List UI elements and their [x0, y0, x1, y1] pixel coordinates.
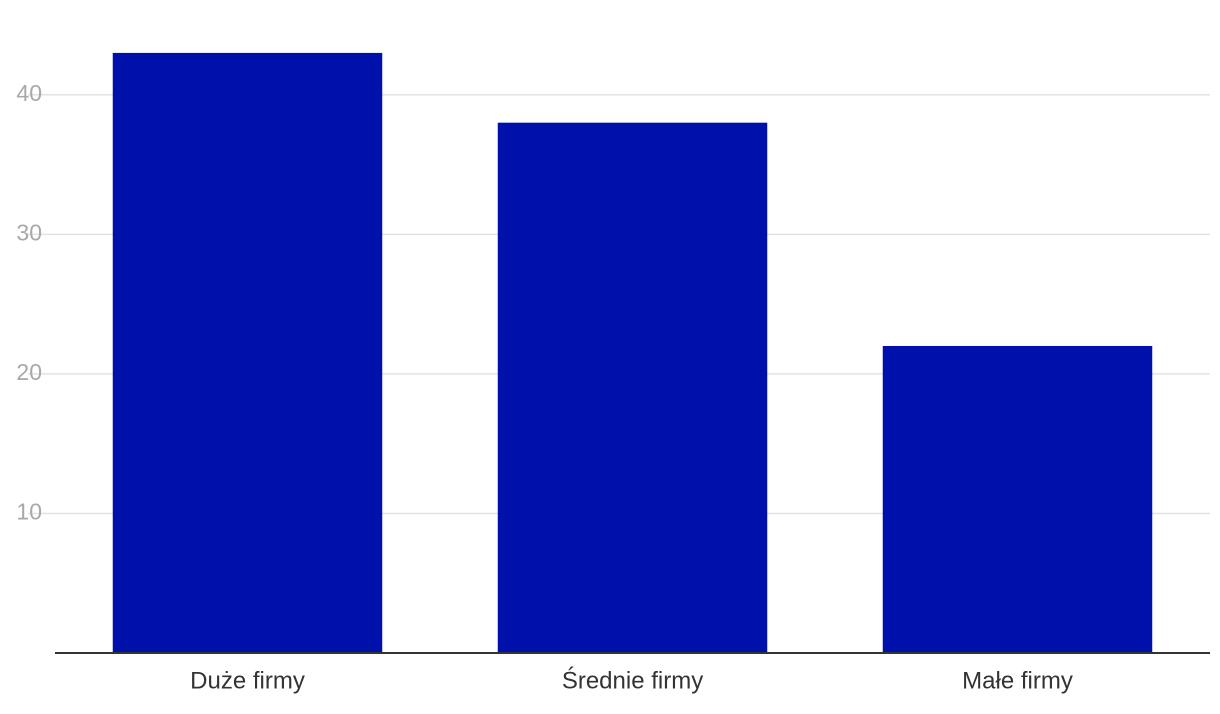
bar	[497, 122, 768, 653]
x-tick-label: Średnie firmy	[562, 666, 703, 694]
bar	[112, 52, 383, 653]
x-tick-label: Duże firmy	[190, 667, 305, 694]
y-tick-label: 40	[16, 80, 42, 106]
y-tick-label: 30	[16, 219, 42, 245]
bar	[882, 345, 1153, 653]
y-tick-label: 20	[16, 359, 42, 385]
y-tick-label: 10	[16, 499, 42, 525]
x-tick-label: Małe firmy	[962, 667, 1073, 694]
